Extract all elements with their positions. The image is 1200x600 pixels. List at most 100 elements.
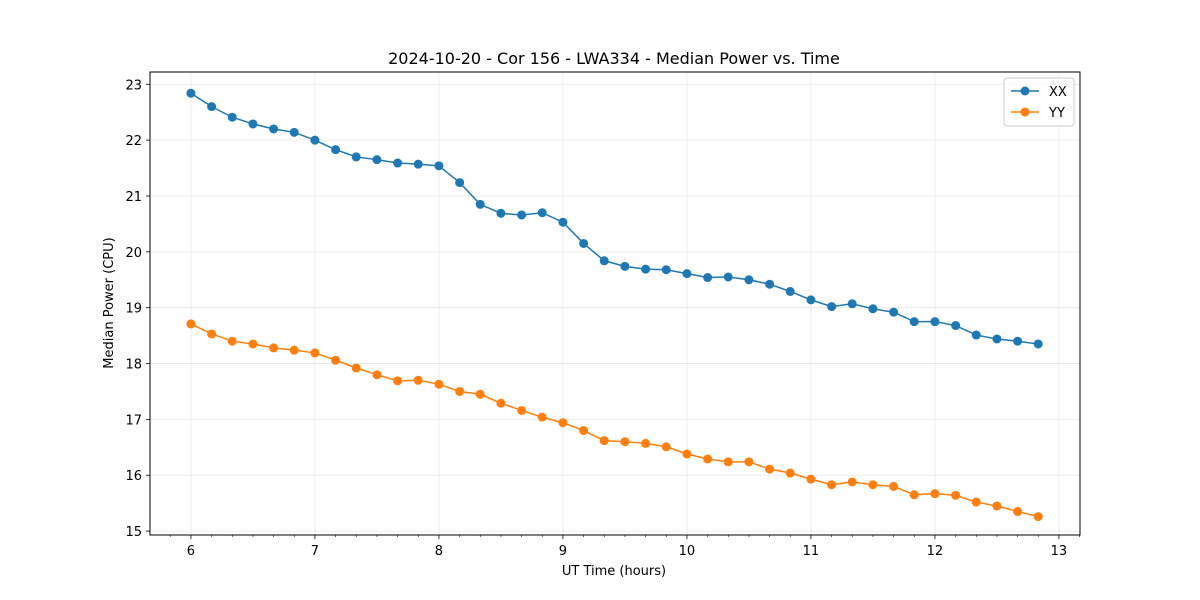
data-point-xx xyxy=(599,256,609,266)
data-point-xx xyxy=(765,279,775,289)
data-point-yy xyxy=(227,336,237,346)
plot-frame xyxy=(149,71,1081,536)
data-point-yy xyxy=(889,481,899,491)
data-point-yy xyxy=(1033,512,1043,522)
chart-title: 2024-10-20 - Cor 156 - LWA334 - Median P… xyxy=(388,49,840,68)
ticks: 6 7 8 9 10 11 12 13 15 16 17 18 19 20 21 22 23 xyxy=(125,78,1080,559)
x-axis-label: UT Time (hours) xyxy=(562,564,666,579)
x-tick-label: 7 xyxy=(311,544,319,559)
data-point-xx xyxy=(951,321,961,331)
data-point-xx xyxy=(723,272,733,282)
data-point-yy xyxy=(475,389,485,399)
x-tick-label: 8 xyxy=(435,544,443,559)
x-tick-label: 13 xyxy=(1051,544,1068,559)
data-point-xx xyxy=(847,299,857,309)
x-tick-label: 10 xyxy=(679,544,696,559)
data-point-yy xyxy=(310,348,320,358)
x-tick-label: 12 xyxy=(927,544,944,559)
data-point-xx xyxy=(310,135,320,145)
data-point-yy xyxy=(537,412,547,422)
data-point-xx xyxy=(372,155,382,165)
x-tick-label: 6 xyxy=(187,544,195,559)
y-tick-label: 22 xyxy=(125,134,142,149)
y-tick-label: 18 xyxy=(125,358,142,373)
data-point-yy xyxy=(992,501,1002,511)
data-point-yy xyxy=(641,438,651,448)
data-point-xx xyxy=(620,261,630,271)
y-tick-label: 15 xyxy=(125,525,142,540)
data-point-yy xyxy=(847,477,857,487)
data-point-yy xyxy=(723,457,733,467)
data-point-yy xyxy=(661,442,671,452)
y-tick-label: 17 xyxy=(125,413,142,428)
y-tick-label: 19 xyxy=(125,302,142,317)
data-point-yy xyxy=(951,490,961,500)
data-point-xx xyxy=(661,265,671,275)
data-point-xx xyxy=(682,269,692,279)
y-tick-label: 16 xyxy=(125,469,142,484)
data-point-xx xyxy=(434,161,444,171)
data-point-yy xyxy=(207,329,217,339)
data-point-yy xyxy=(682,449,692,459)
data-point-xx xyxy=(744,275,754,285)
data-point-yy xyxy=(372,370,382,380)
data-point-xx xyxy=(248,119,258,129)
data-point-yy xyxy=(289,345,299,355)
data-point-xx xyxy=(930,317,940,327)
data-point-yy xyxy=(186,319,196,329)
data-point-yy xyxy=(455,386,465,396)
data-point-xx xyxy=(537,208,547,218)
data-point-yy xyxy=(744,457,754,467)
data-point-xx xyxy=(186,88,196,98)
data-point-yy xyxy=(909,490,919,500)
data-point-xx xyxy=(289,127,299,137)
data-point-yy xyxy=(351,363,361,373)
data-point-xx xyxy=(806,295,816,305)
data-point-yy xyxy=(868,480,878,490)
data-point-yy xyxy=(434,379,444,389)
data-point-xx xyxy=(909,317,919,327)
data-point-xx xyxy=(351,152,361,162)
data-point-yy xyxy=(971,497,981,507)
data-point-xx xyxy=(785,286,795,296)
data-point-xx xyxy=(558,217,568,227)
data-point-yy xyxy=(827,480,837,490)
series-layer xyxy=(186,88,1043,522)
y-tick-label: 20 xyxy=(125,246,142,261)
y-axis-label: Median Power (CPU) xyxy=(102,237,117,368)
data-point-xx xyxy=(971,330,981,340)
data-point-yy xyxy=(269,343,279,353)
data-point-yy xyxy=(1013,507,1023,517)
data-point-yy xyxy=(785,468,795,478)
y-tick-label: 21 xyxy=(125,190,142,205)
data-point-xx xyxy=(496,208,506,218)
legend: XX YY xyxy=(1003,77,1075,127)
data-point-yy xyxy=(496,398,506,408)
data-point-xx xyxy=(641,264,651,274)
data-point-xx xyxy=(393,158,403,168)
data-point-xx xyxy=(579,238,589,248)
grid xyxy=(150,72,1080,535)
data-point-xx xyxy=(455,178,465,188)
data-point-yy xyxy=(806,474,816,484)
data-point-xx xyxy=(413,159,423,169)
legend-marker-yy xyxy=(1020,107,1030,117)
data-point-xx xyxy=(1033,339,1043,349)
data-point-xx xyxy=(889,307,899,317)
data-point-yy xyxy=(331,355,341,365)
data-point-yy xyxy=(579,426,589,436)
data-point-yy xyxy=(393,376,403,386)
x-tick-label: 11 xyxy=(803,544,820,559)
data-point-yy xyxy=(930,489,940,499)
data-point-xx xyxy=(475,199,485,209)
legend-marker-xx xyxy=(1020,86,1030,96)
data-point-yy xyxy=(765,464,775,474)
data-point-yy xyxy=(413,375,423,385)
data-point-xx xyxy=(992,334,1002,344)
data-point-yy xyxy=(517,405,527,415)
data-point-yy xyxy=(703,454,713,464)
data-point-yy xyxy=(248,339,258,349)
